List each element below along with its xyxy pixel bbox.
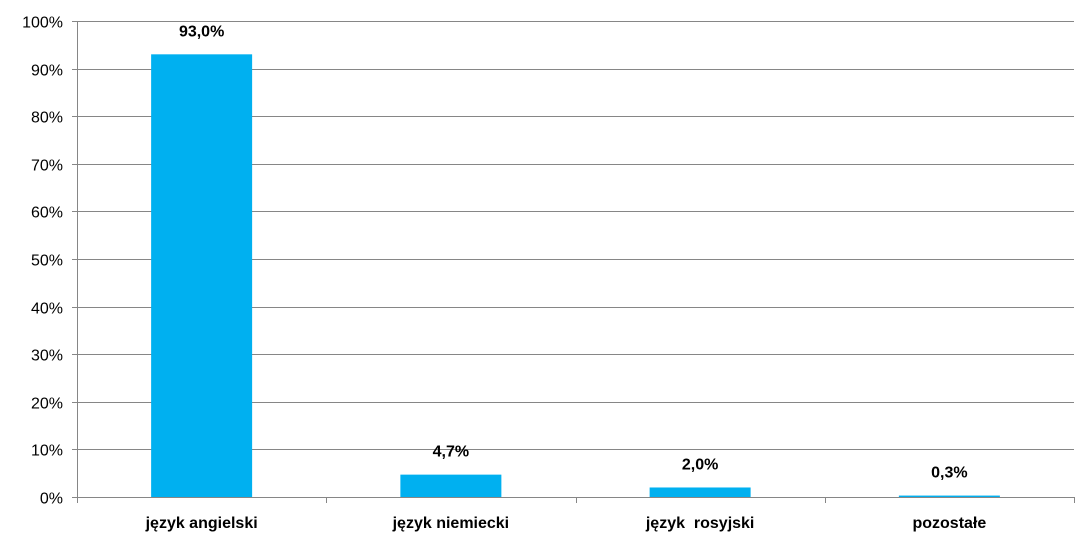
y-axis-tick-labels: 0% 10% 20% 30% 40% 50% 60% 70% 80% 90% 100% (22, 15, 63, 508)
y-tick-label: 90% (31, 63, 63, 80)
y-tick-label: 100% (22, 15, 63, 32)
y-tick-label: 40% (31, 301, 63, 318)
x-category-label: pozostałe (912, 515, 986, 532)
bar (151, 54, 253, 497)
bar (898, 495, 1000, 497)
x-axis-category-labels: język angielski język niemiecki język rosy… (145, 515, 987, 532)
bar (649, 487, 751, 497)
data-label: 2,0% (682, 456, 718, 473)
y-tick-label: 10% (31, 443, 63, 460)
y-tick-label: 50% (31, 253, 63, 270)
data-label: 0,3% (931, 465, 967, 482)
axes (72, 21, 1075, 503)
bar (400, 474, 502, 497)
y-tick-label: 0% (40, 491, 63, 508)
bars (151, 54, 1000, 497)
x-category-label: język rosyjski (645, 515, 755, 532)
y-tick-label: 60% (31, 205, 63, 222)
y-tick-label: 80% (31, 110, 63, 127)
x-category-label: język niemiecki (392, 515, 510, 532)
y-tick-label: 70% (31, 158, 63, 175)
data-labels: 93,0% 4,7% 2,0% 0,3% (179, 23, 968, 481)
x-category-label: język angielski (145, 515, 258, 532)
data-label: 93,0% (179, 23, 224, 40)
data-label: 4,7% (433, 444, 469, 461)
y-tick-label: 20% (31, 396, 63, 413)
y-tick-label: 30% (31, 348, 63, 365)
